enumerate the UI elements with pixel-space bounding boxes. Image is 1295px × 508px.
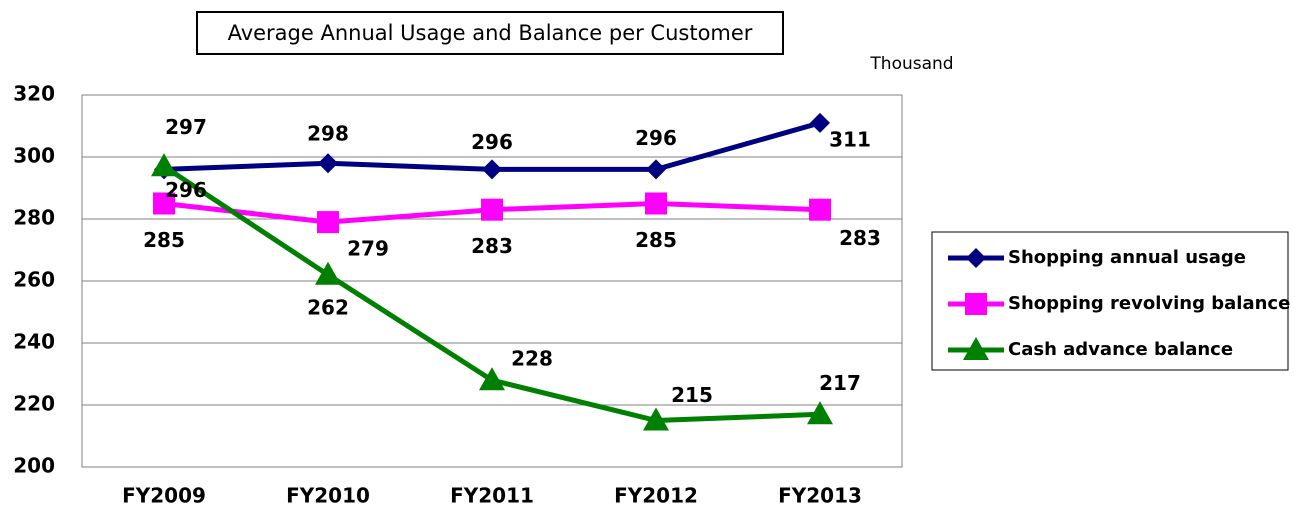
data-point <box>318 153 338 174</box>
data-point <box>479 367 505 391</box>
y-tick-label: 300 <box>13 144 55 168</box>
data-label: 296 <box>635 126 677 150</box>
data-point <box>643 407 669 431</box>
data-point <box>317 211 339 234</box>
data-label: 279 <box>347 237 389 261</box>
data-label: 296 <box>471 130 513 154</box>
data-point <box>646 159 666 180</box>
data-label: 311 <box>829 127 871 151</box>
data-point <box>645 192 667 215</box>
x-tick-label: FY2013 <box>778 484 862 508</box>
legend-marker <box>963 337 989 360</box>
data-label: 285 <box>143 228 185 252</box>
data-label: 297 <box>165 115 207 139</box>
data-label: 298 <box>307 122 349 146</box>
data-point <box>810 112 830 133</box>
legend-label: Shopping revolving balance <box>1008 293 1290 314</box>
y-tick-label: 220 <box>13 392 55 416</box>
legend-label: Shopping annual usage <box>1008 247 1246 268</box>
data-point <box>481 198 503 221</box>
data-point <box>482 159 502 180</box>
data-point <box>809 198 831 221</box>
y-tick-label: 240 <box>13 330 55 354</box>
title-box <box>196 11 784 55</box>
data-point <box>151 153 177 177</box>
data-label: 215 <box>671 383 713 407</box>
data-label: 262 <box>307 295 349 319</box>
data-label: 228 <box>511 347 553 371</box>
x-tick-label: FY2009 <box>122 484 206 508</box>
x-tick-label: FY2012 <box>614 484 698 508</box>
x-tick-label: FY2010 <box>286 484 370 508</box>
data-label: 283 <box>839 226 881 250</box>
data-label: 285 <box>635 228 677 252</box>
data-point <box>153 192 175 215</box>
legend-label: Cash advance balance <box>1008 339 1233 360</box>
chart-title: Average Annual Usage and Balance per Cus… <box>228 21 753 45</box>
y-tick-label: 280 <box>13 206 55 230</box>
data-point <box>807 401 833 425</box>
legend-marker <box>965 293 987 315</box>
y-tick-label: 200 <box>13 454 55 478</box>
data-label: 217 <box>819 371 861 395</box>
x-tick-label: FY2011 <box>450 484 534 508</box>
unit-label: Thousand <box>869 54 953 74</box>
data-label: 283 <box>471 234 513 258</box>
y-tick-label: 260 <box>13 268 55 292</box>
data-point <box>315 261 341 285</box>
y-tick-label: 320 <box>13 82 55 106</box>
legend-box <box>931 231 1289 371</box>
legend-marker <box>966 248 986 268</box>
data-label: 296 <box>165 178 207 202</box>
